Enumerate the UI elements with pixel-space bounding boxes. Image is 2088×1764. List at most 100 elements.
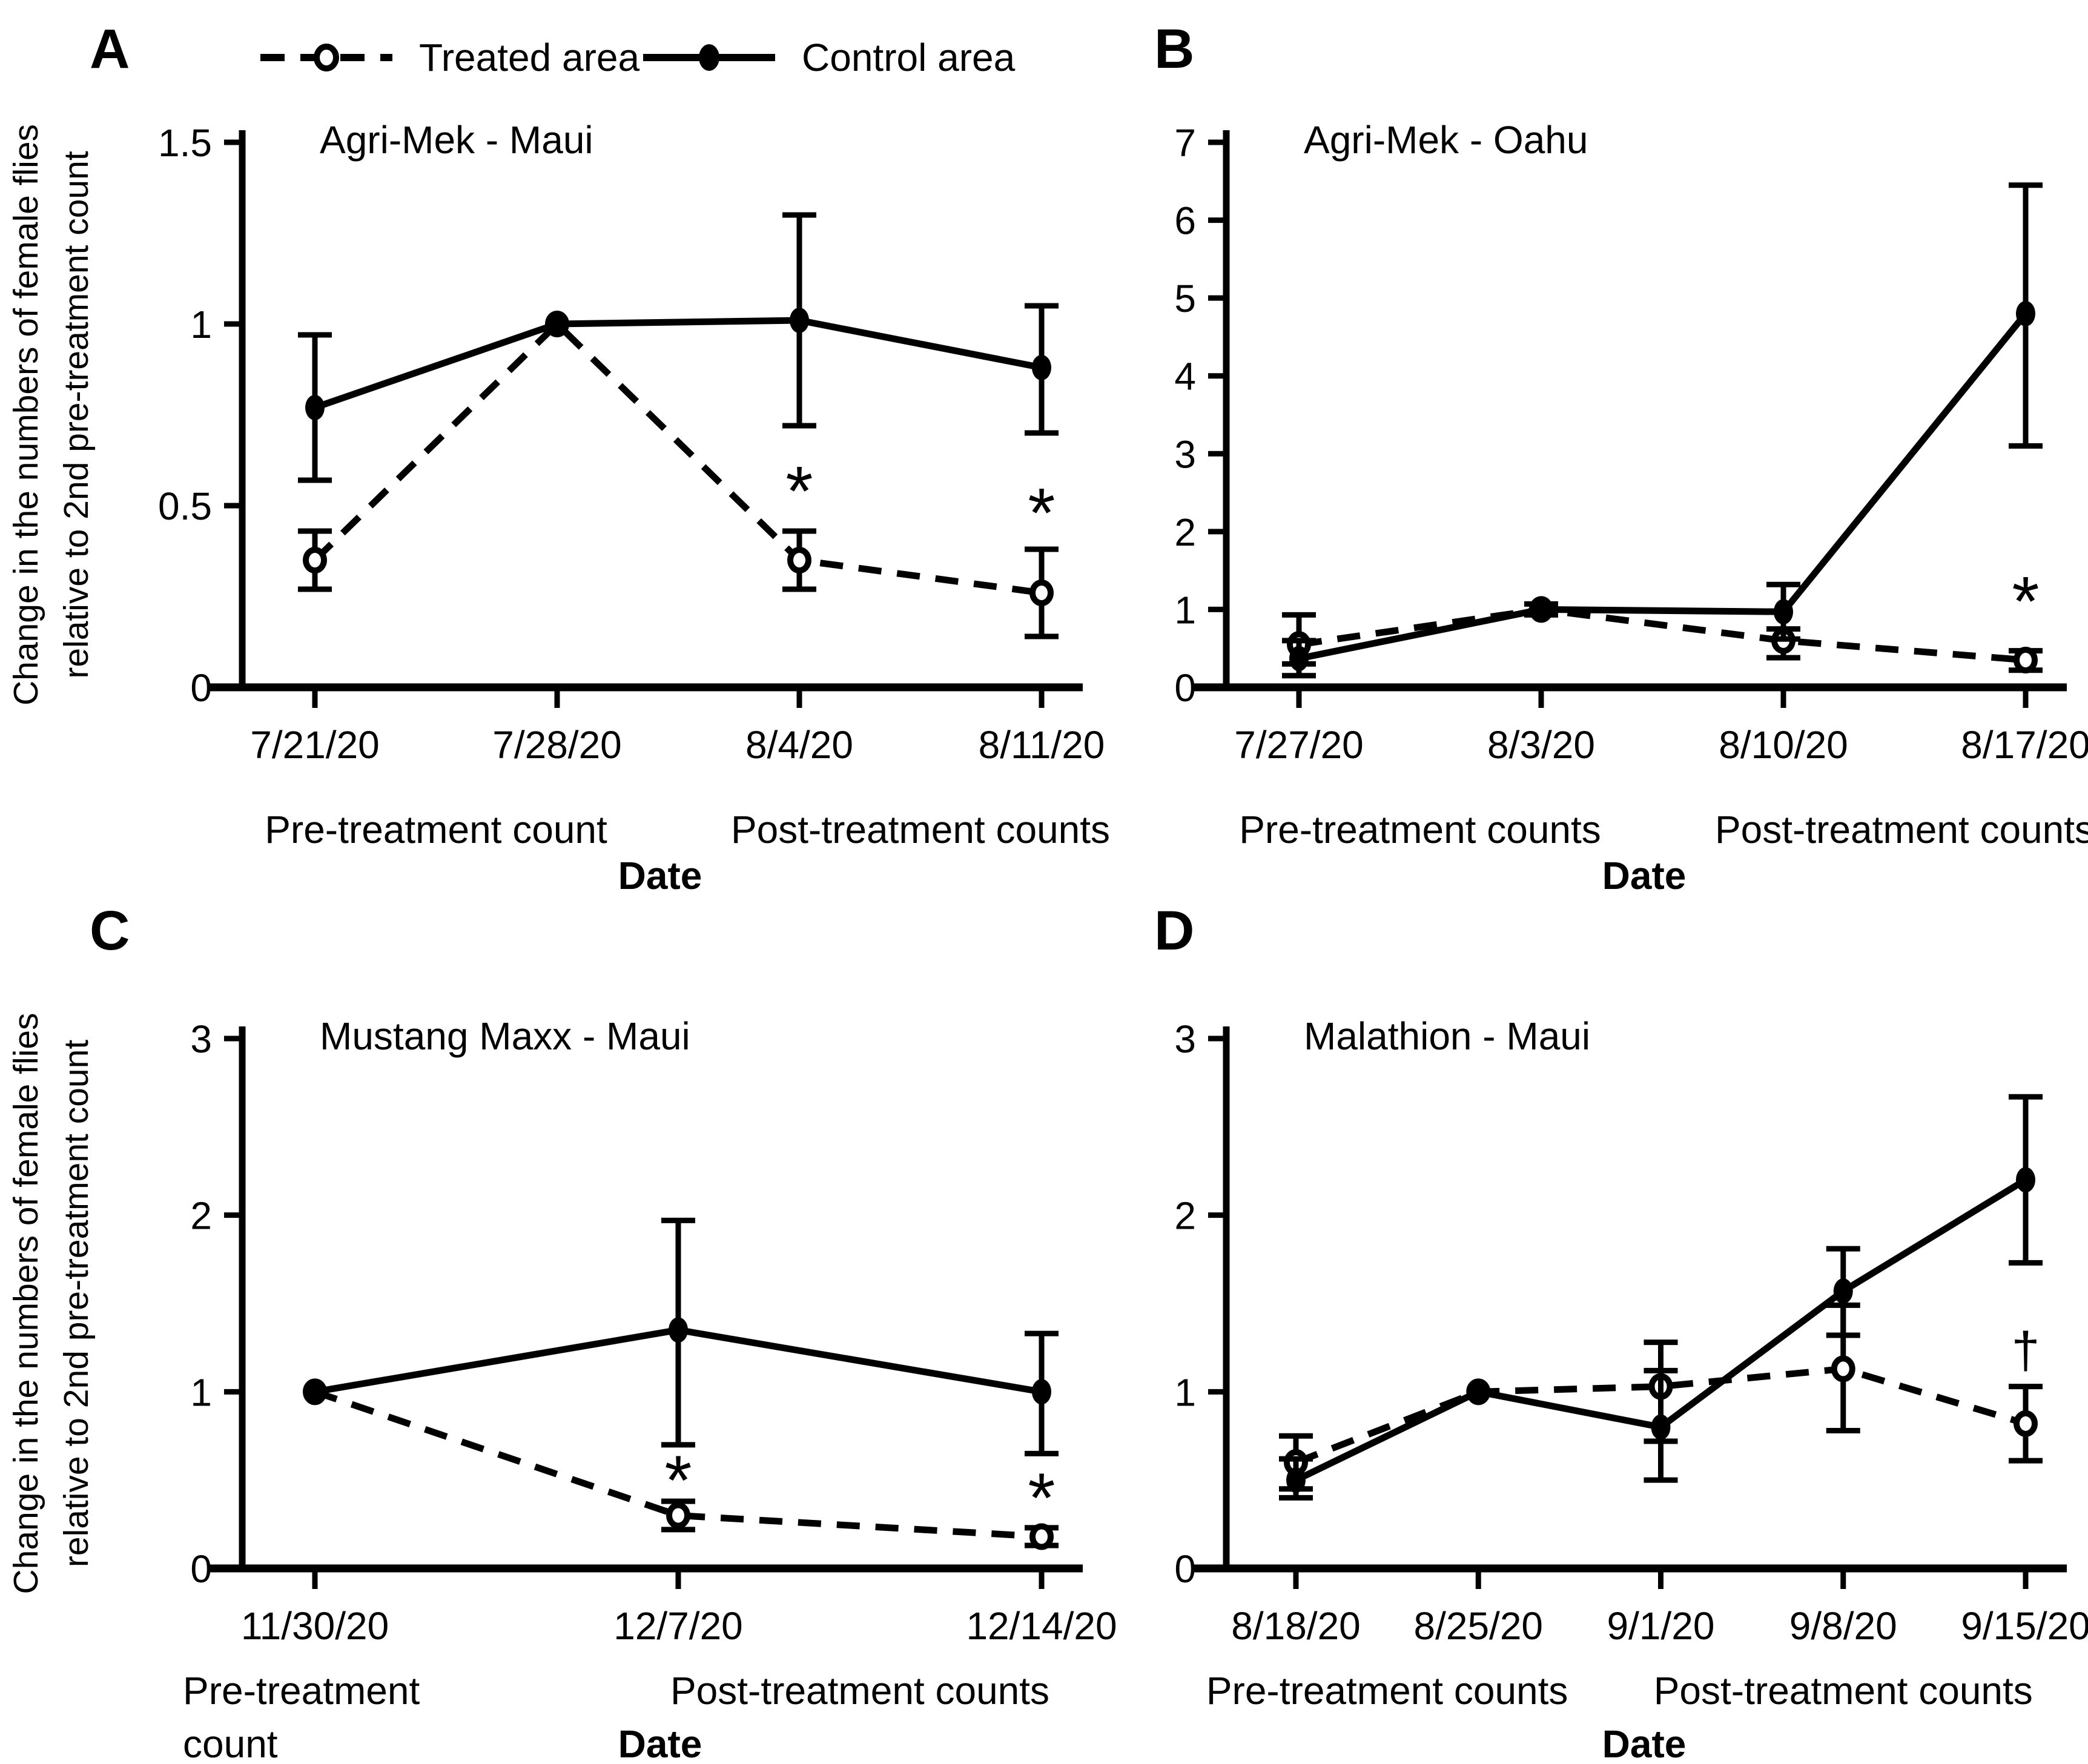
marker-open-circle (787, 547, 811, 573)
y-axis-title-line1: Change in the numbers of female flies (7, 124, 45, 705)
x-tick-label: 12/7/20 (613, 1604, 743, 1648)
y-tick-label: 2 (1174, 1194, 1196, 1238)
x-tick-label: 8/10/20 (1719, 723, 1848, 767)
x-axis-title: Date (1602, 1722, 1687, 1764)
y-tick-label: 1 (190, 303, 212, 346)
marker-open-circle (1029, 1523, 1054, 1550)
y-tick-label: 5 (1174, 277, 1196, 320)
series-control (298, 212, 1059, 483)
y-tick-label: 0 (190, 1547, 212, 1591)
legend-item-control: Control area (643, 36, 1016, 79)
y-tick-label: 1 (1174, 1370, 1196, 1414)
legend-label-treated: Treated area (419, 36, 639, 79)
series-treated (298, 311, 1059, 639)
y-axis-title-line2: relative to 2nd pre-treatment count (57, 151, 96, 678)
x-group-label: Pre-treatment counts (1206, 1669, 1568, 1713)
legend: Treated area Control area (260, 36, 1016, 79)
series-control (305, 1217, 1059, 1456)
y-tick-label: 1 (1174, 588, 1196, 632)
series-line-treated (1298, 606, 2026, 664)
x-tick-label: 8/4/20 (745, 723, 853, 767)
panel-title: Agri-Mek - Oahu (1304, 118, 1588, 162)
y-tick-label: 7 (1174, 121, 1196, 165)
y-tick-label: 3 (190, 1017, 212, 1061)
panel-letter: B (1154, 18, 1194, 80)
marker-filled-circle (547, 311, 567, 337)
panel-letter: C (90, 900, 130, 962)
x-group-label: Post-treatment counts (1654, 1669, 2033, 1713)
series-line-treated (312, 319, 1042, 596)
legend-filled-circle-icon (699, 44, 719, 71)
y-tick-label: 2 (1174, 510, 1196, 554)
marker-filled-circle (1774, 599, 1793, 625)
significance-asterisk: * (2012, 562, 2039, 641)
marker-filled-circle (2016, 300, 2035, 326)
x-group-label: Post-treatment counts (1715, 808, 2088, 851)
y-tick-label: 3 (1174, 1017, 1196, 1061)
x-tick-label: 9/8/20 (1789, 1604, 1897, 1648)
y-tick-label: 0 (1174, 666, 1196, 710)
marker-filled-circle (1032, 355, 1051, 380)
x-tick-label: 8/25/20 (1413, 1604, 1543, 1648)
marker-filled-circle (669, 1317, 688, 1343)
marker-filled-circle (1289, 646, 1309, 672)
marker-filled-circle (790, 308, 809, 333)
y-tick-label: 1 (190, 1370, 212, 1414)
y-tick-label: 2 (190, 1194, 212, 1238)
x-tick-label: 11/30/20 (241, 1604, 389, 1648)
panel-D: D 0 1 2 3 8/18/20 8/25/20 9/1/20 9/8/20 9/15/20 Ma… (1154, 900, 2088, 1764)
series-control (1282, 182, 2043, 679)
panel-B: B 0 1 2 3 4 5 6 7 7/27/20 8/3/20 8/10/20 8/17/20 Agri… (1154, 18, 2088, 897)
y-tick-label: 1.5 (158, 121, 212, 165)
panel-title: Mustang Maxx - Maui (320, 1014, 690, 1058)
x-tick-label: 8/18/20 (1231, 1604, 1361, 1648)
x-tick-label: 9/1/20 (1607, 1604, 1715, 1648)
marker-open-circle (2014, 1410, 2038, 1437)
series-line-control (314, 317, 1043, 411)
significance-asterisk: * (1028, 474, 1055, 552)
x-tick-label: 12/14/20 (966, 1604, 1117, 1648)
series-control (1279, 1094, 2043, 1501)
x-axis-title: Date (618, 854, 702, 897)
marker-filled-circle (1286, 1467, 1306, 1493)
panel-C: C 0 1 2 3 11/30/20 12/7/20 12/14/20 Mustang Maxx… (7, 900, 1117, 1764)
legend-label-control: Control area (802, 36, 1016, 79)
x-group-label: Post-treatment counts (670, 1669, 1049, 1713)
marker-filled-circle (2016, 1167, 2035, 1193)
y-axis-title-line2: relative to 2nd pre-treatment count (57, 1040, 96, 1567)
marker-filled-circle (305, 1379, 325, 1405)
x-tick-label: 8/3/20 (1487, 723, 1595, 767)
y-tick-label: 6 (1174, 199, 1196, 243)
marker-open-circle (1029, 580, 1054, 606)
significance-asterisk: * (785, 452, 813, 530)
series-line-treated (1295, 1365, 2027, 1466)
x-group-label: Post-treatment counts (731, 808, 1110, 851)
y-tick-label: 3 (1174, 432, 1196, 476)
x-group-label: Pre-treatment (183, 1669, 420, 1713)
x-group-label: Pre-treatment counts (1239, 808, 1601, 851)
x-tick-label: 7/21/20 (250, 723, 380, 767)
marker-filled-circle (1032, 1379, 1051, 1405)
marker-filled-circle (305, 395, 325, 420)
x-axis-title: Date (1602, 854, 1687, 897)
panel-title: Agri-Mek - Maui (320, 118, 593, 162)
x-tick-label: 9/15/20 (1961, 1604, 2088, 1648)
significance-asterisk: * (664, 1441, 692, 1519)
series-line-control (1298, 311, 2029, 662)
marker-open-circle (1831, 1355, 1855, 1382)
series-line-treated (314, 1389, 1042, 1540)
marker-filled-circle (1469, 1379, 1488, 1405)
panel-A: A 0 0.5 1 1.5 7/21/20 7/28/20 8/4/20 8/11/20 Agri… (7, 18, 1110, 897)
legend-open-circle-icon (314, 44, 339, 71)
marker-filled-circle (1833, 1278, 1853, 1304)
marker-filled-circle (1651, 1414, 1671, 1440)
panel-letter: A (90, 18, 130, 80)
marker-open-circle (666, 1502, 690, 1529)
legend-item-treated: Treated area (260, 36, 639, 79)
x-tick-label: 7/27/20 (1234, 723, 1364, 767)
marker-open-circle (303, 547, 327, 573)
marker-filled-circle (1531, 596, 1551, 623)
y-tick-label: 0.5 (158, 484, 212, 528)
